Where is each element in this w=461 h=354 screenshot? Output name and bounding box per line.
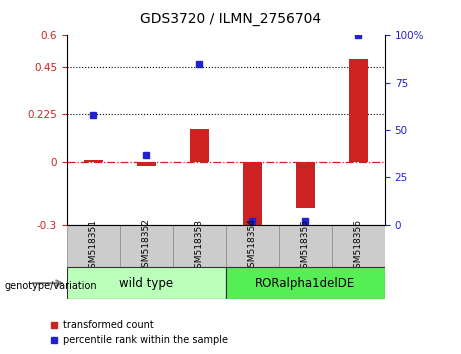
- Legend: transformed count, percentile rank within the sample: transformed count, percentile rank withi…: [47, 316, 232, 349]
- Text: genotype/variation: genotype/variation: [5, 281, 97, 291]
- Text: GSM518356: GSM518356: [354, 218, 363, 274]
- Text: GSM518353: GSM518353: [195, 218, 204, 274]
- Bar: [332, 225, 385, 267]
- Bar: [120, 225, 173, 267]
- Bar: [84, 160, 103, 162]
- Bar: [226, 267, 385, 299]
- Bar: [173, 225, 226, 267]
- Text: RORalpha1delDE: RORalpha1delDE: [255, 277, 355, 290]
- Bar: [137, 162, 156, 166]
- Text: wild type: wild type: [119, 277, 173, 290]
- Text: GSM518351: GSM518351: [89, 218, 98, 274]
- Bar: [226, 225, 279, 267]
- Bar: [190, 129, 209, 162]
- Bar: [67, 225, 120, 267]
- Text: GDS3720 / ILMN_2756704: GDS3720 / ILMN_2756704: [140, 12, 321, 27]
- Bar: [296, 162, 315, 208]
- Bar: [349, 58, 368, 162]
- Bar: [243, 162, 262, 225]
- Text: GSM518355: GSM518355: [301, 218, 310, 274]
- Bar: [279, 225, 332, 267]
- Bar: [67, 267, 226, 299]
- Text: GSM518354: GSM518354: [248, 218, 257, 274]
- Text: GSM518352: GSM518352: [142, 218, 151, 274]
